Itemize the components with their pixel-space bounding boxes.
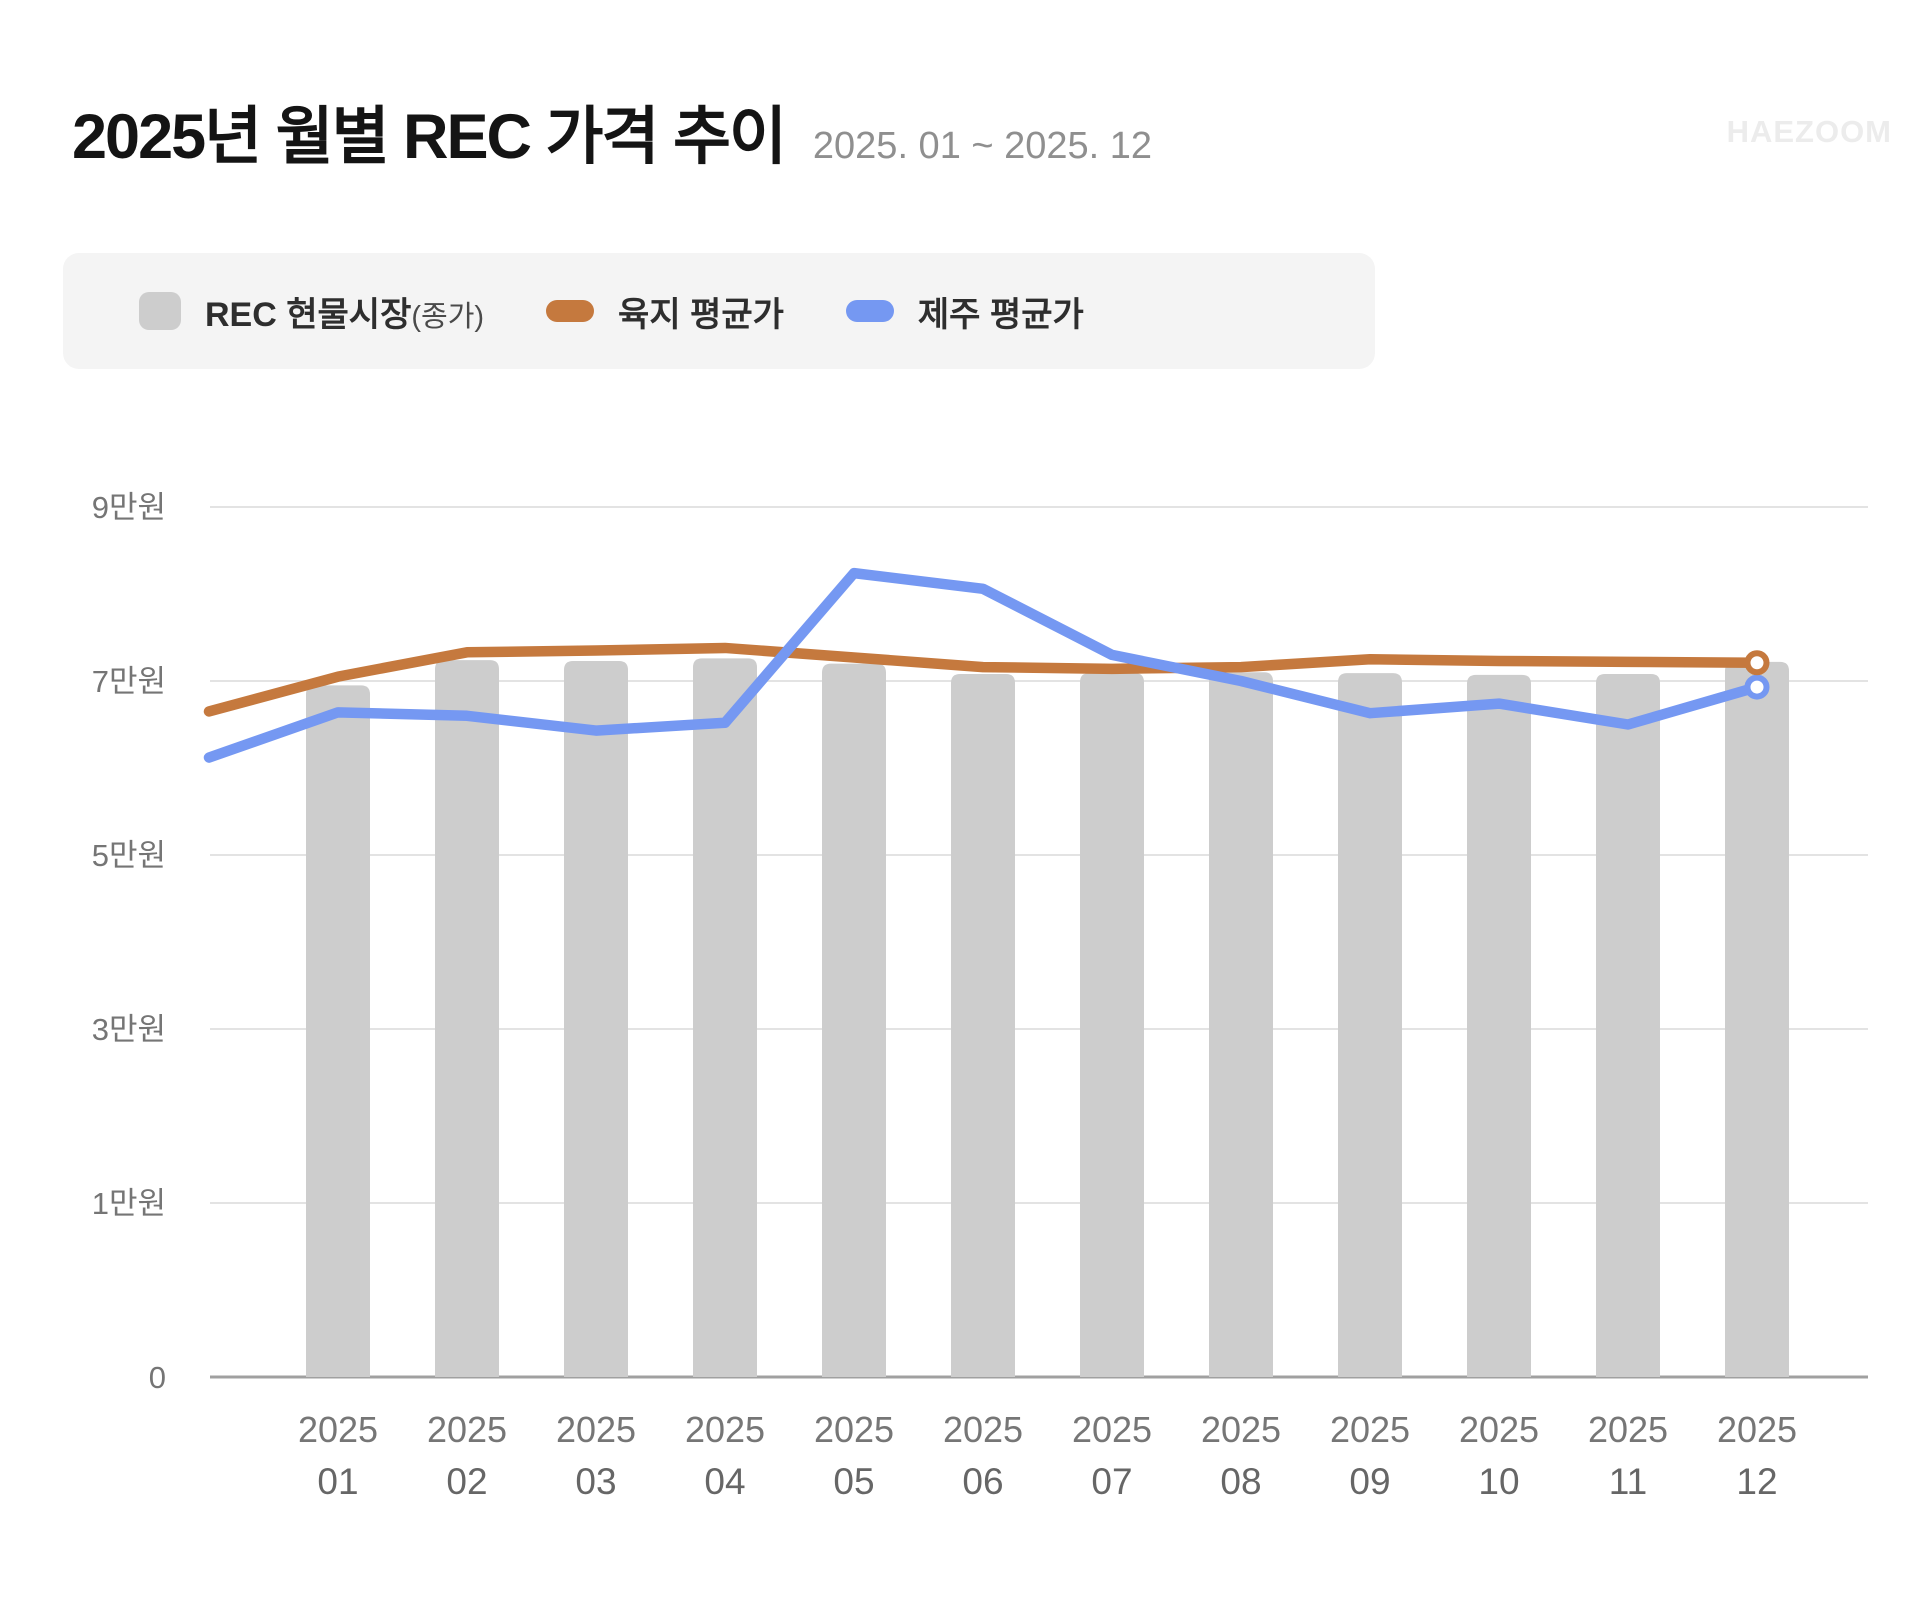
x-label-month: 08	[1220, 1461, 1261, 1502]
x-label-year: 2025	[427, 1409, 507, 1450]
y-tick-label: 7만원	[92, 664, 166, 699]
x-label-month: 11	[1609, 1461, 1647, 1502]
x-label-month: 02	[446, 1461, 487, 1502]
legend-label-rec-spot-suffix: (종가)	[411, 300, 485, 333]
x-label-year: 2025	[685, 1409, 765, 1450]
mainland-avg-line	[203, 642, 1763, 717]
y-tick-label: 3만원	[92, 1012, 166, 1047]
bar-series-swatch-icon	[139, 292, 181, 330]
x-label-month: 07	[1091, 1461, 1132, 1502]
page-header: 2025년 월별 REC 가격 추이 2025. 01 ~ 2025. 12	[72, 86, 1152, 177]
legend-item-mainland-avg[interactable]: 육지 평균가	[546, 287, 784, 336]
x-label-month: 01	[317, 1461, 358, 1502]
x-label-month: 09	[1349, 1461, 1390, 1502]
bar-2025-09	[1338, 673, 1402, 1377]
x-label-year: 2025	[943, 1409, 1023, 1450]
mainland-line-swatch-icon	[546, 300, 595, 322]
x-label-year: 2025	[1201, 1409, 1281, 1450]
page-title: 2025년 월별 REC 가격 추이	[72, 102, 787, 172]
bar-2025-02	[435, 660, 499, 1377]
bar-2025-04	[693, 658, 757, 1377]
bar-2025-10	[1467, 674, 1531, 1377]
legend-item-jeju-avg[interactable]: 제주 평균가	[845, 287, 1084, 336]
bar-2025-11	[1596, 674, 1660, 1377]
y-tick-label: 9만원	[92, 490, 166, 525]
legend-label-jeju-avg: 제주 평균가	[917, 295, 1084, 334]
jeju-end-marker	[1744, 674, 1770, 700]
date-range-label: 2025. 01 ~ 2025. 12	[812, 125, 1153, 167]
bar-2025-03	[564, 660, 628, 1377]
bar-2025-01	[306, 685, 370, 1377]
bar-2025-07	[1080, 673, 1144, 1377]
legend-label-rec-spot: REC 현물시장(종가)	[205, 295, 485, 334]
x-label-month: 05	[833, 1461, 874, 1502]
x-label-month: 03	[575, 1461, 616, 1502]
bar-2025-12	[1725, 661, 1789, 1377]
legend-label-mainland-avg: 육지 평균가	[618, 295, 784, 334]
bar-2025-06	[951, 674, 1015, 1377]
bar-2025-08	[1209, 672, 1273, 1377]
x-label-year: 2025	[556, 1409, 636, 1450]
y-tick-label: 5만원	[92, 838, 166, 873]
x-label-year: 2025	[1330, 1409, 1410, 1450]
jeju-line-swatch-icon	[845, 300, 894, 322]
x-label-year: 2025	[814, 1409, 894, 1450]
x-label-year: 2025	[1459, 1409, 1539, 1450]
x-label-month: 06	[962, 1461, 1003, 1502]
jeju-avg-line	[203, 567, 1763, 763]
mainland-end-marker	[1744, 650, 1770, 676]
x-label-year: 2025	[1588, 1409, 1668, 1450]
haezoom-watermark-logo: HAEZOOM	[1726, 114, 1892, 149]
y-tick-label: 0	[149, 1360, 166, 1395]
bar-2025-05	[822, 663, 886, 1377]
x-label-year: 2025	[1717, 1409, 1797, 1450]
x-label-year: 2025	[298, 1409, 378, 1450]
x-label-month: 12	[1736, 1461, 1777, 1502]
legend-item-rec-spot[interactable]: REC 현물시장(종가)	[139, 287, 484, 336]
x-label-year: 2025	[1072, 1409, 1152, 1450]
y-tick-label: 1만원	[92, 1186, 166, 1221]
x-label-month: 10	[1478, 1461, 1519, 1502]
x-label-month: 04	[704, 1461, 745, 1502]
chart-legend: REC 현물시장(종가) 육지 평균가 제주 평균가	[63, 253, 1375, 369]
